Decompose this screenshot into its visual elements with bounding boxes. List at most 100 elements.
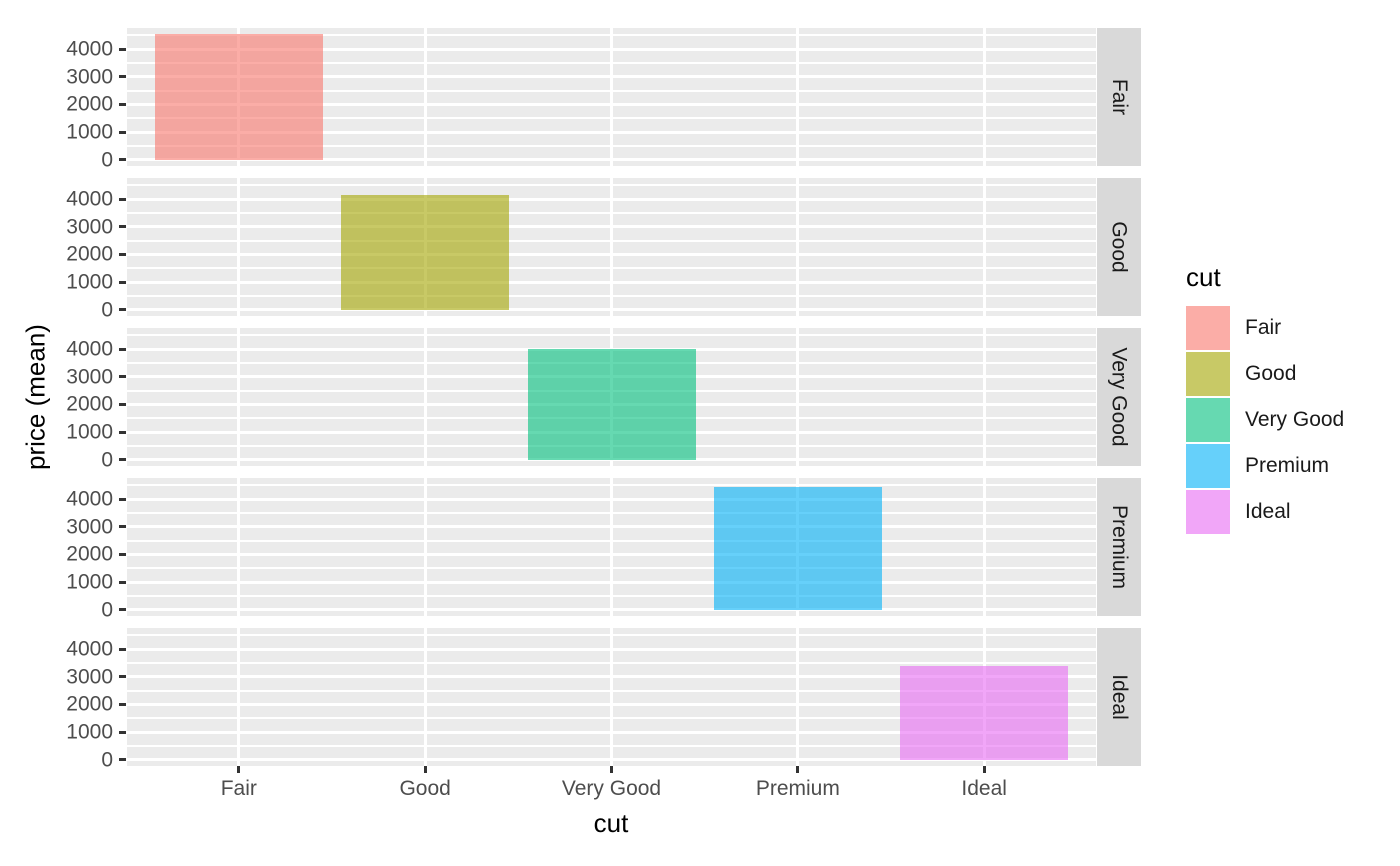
gridline-vertical bbox=[610, 28, 613, 166]
facet-strip-label: Ideal bbox=[1108, 674, 1132, 720]
gridline-vertical bbox=[237, 478, 241, 616]
gridline-vertical bbox=[237, 178, 241, 316]
y-tick-mark bbox=[119, 375, 126, 379]
y-tick-label: 0 bbox=[101, 598, 113, 622]
facet-strip-premium: Premium bbox=[1097, 478, 1141, 616]
legend-swatch-premium bbox=[1186, 444, 1230, 488]
y-tick-mark bbox=[119, 75, 126, 79]
y-tick-mark bbox=[119, 552, 126, 556]
y-tick-label: 2000 bbox=[66, 392, 113, 416]
y-tick-mark bbox=[119, 608, 126, 612]
y-tick-mark bbox=[119, 130, 126, 134]
facet-strip-label: Fair bbox=[1107, 78, 1131, 116]
facet-panel-good bbox=[127, 178, 1096, 316]
bar-fair bbox=[154, 34, 323, 160]
gridline-vertical bbox=[423, 478, 427, 616]
y-tick-mark bbox=[119, 225, 126, 229]
gridline-vertical bbox=[982, 328, 986, 466]
x-axis-title: cut bbox=[593, 808, 629, 838]
legend: cut Fair Good Very Good Premium Ideal bbox=[1186, 264, 1396, 536]
y-tick-mark bbox=[119, 347, 126, 351]
gridline-vertical bbox=[423, 328, 427, 466]
y-tick-label: 4000 bbox=[66, 187, 113, 211]
y-tick-label: 3000 bbox=[66, 515, 113, 539]
x-tick-label: Fair bbox=[220, 777, 257, 800]
y-tick-mark bbox=[119, 252, 126, 256]
legend-swatch-fair bbox=[1186, 306, 1230, 350]
bar-ideal bbox=[900, 665, 1069, 760]
legend-label: Very Good bbox=[1245, 408, 1345, 431]
y-tick-label: 0 bbox=[101, 748, 113, 772]
x-tick-mark bbox=[237, 766, 241, 773]
y-tick-mark bbox=[119, 702, 126, 706]
y-tick-mark bbox=[119, 308, 126, 312]
y-tick-mark bbox=[119, 497, 126, 501]
facet-panel-very-good bbox=[127, 328, 1096, 466]
y-tick-label: 1000 bbox=[66, 270, 113, 294]
y-tick-label: 2000 bbox=[66, 92, 113, 116]
facet-strip-label: Good bbox=[1108, 221, 1131, 273]
legend-entry-premium: Premium bbox=[1186, 444, 1396, 488]
bar-very-good bbox=[527, 349, 696, 460]
gridline-vertical bbox=[237, 628, 241, 766]
y-tick-mark bbox=[119, 675, 126, 679]
x-tick-label: Premium bbox=[755, 777, 840, 800]
legend-label: Good bbox=[1245, 362, 1297, 385]
legend-swatch-ideal bbox=[1186, 490, 1230, 534]
y-tick-mark bbox=[119, 402, 126, 406]
gridline-vertical bbox=[423, 28, 427, 166]
facet-strip-very-good: Very Good bbox=[1097, 328, 1141, 466]
y-tick-mark bbox=[119, 580, 126, 584]
y-tick-mark bbox=[119, 758, 126, 762]
y-tick-label: 4000 bbox=[66, 487, 113, 511]
facet-strip-good: Good bbox=[1097, 178, 1141, 316]
y-tick-label: 1000 bbox=[66, 120, 113, 144]
y-tick-label: 3000 bbox=[66, 365, 113, 389]
y-tick-mark bbox=[119, 280, 126, 284]
y-tick-mark bbox=[119, 525, 126, 529]
y-tick-label: 3000 bbox=[66, 665, 113, 689]
x-tick-label: Good bbox=[399, 777, 451, 800]
y-tick-mark bbox=[119, 647, 126, 651]
y-tick-label: 2000 bbox=[66, 542, 113, 566]
x-tick-label: Ideal bbox=[961, 777, 1007, 800]
gridline-vertical bbox=[982, 178, 986, 316]
y-tick-mark bbox=[119, 102, 126, 106]
x-tick-label: Very Good bbox=[561, 777, 662, 800]
facet-strip-ideal: Ideal bbox=[1097, 628, 1141, 766]
gridline-vertical bbox=[610, 628, 613, 766]
legend-entry-very-good: Very Good bbox=[1186, 398, 1396, 442]
gridline-vertical bbox=[796, 178, 800, 316]
y-tick-mark bbox=[119, 47, 126, 51]
y-tick-label: 2000 bbox=[66, 242, 113, 266]
y-tick-mark bbox=[119, 158, 126, 162]
y-tick-label: 0 bbox=[101, 448, 113, 472]
bar-good bbox=[341, 195, 510, 310]
gridline-vertical bbox=[796, 28, 800, 166]
x-tick-mark bbox=[610, 766, 613, 773]
gridline-vertical bbox=[796, 328, 800, 466]
x-tick-mark bbox=[423, 766, 427, 773]
y-tick-label: 3000 bbox=[66, 65, 113, 89]
x-tick-mark bbox=[982, 766, 986, 773]
legend-label: Premium bbox=[1245, 454, 1330, 477]
gridline-vertical bbox=[982, 28, 986, 166]
y-tick-mark bbox=[119, 197, 126, 201]
legend-entry-good: Good bbox=[1186, 352, 1396, 396]
y-tick-label: 4000 bbox=[66, 637, 113, 661]
facet-strip-label: Premium bbox=[1108, 504, 1132, 590]
y-tick-mark bbox=[119, 430, 126, 434]
y-tick-label: 0 bbox=[101, 298, 113, 322]
y-tick-label: 3000 bbox=[66, 215, 113, 239]
gridline-vertical bbox=[610, 178, 613, 316]
y-tick-label: 1000 bbox=[66, 720, 113, 744]
facet-panel-fair bbox=[127, 28, 1096, 166]
legend-label: Fair bbox=[1245, 316, 1282, 339]
legend-swatch-good bbox=[1186, 352, 1230, 396]
facet-panel-premium bbox=[127, 478, 1096, 616]
facet-strip-fair: Fair bbox=[1097, 28, 1141, 166]
legend-entry-ideal: Ideal bbox=[1186, 490, 1396, 534]
y-tick-label: 1000 bbox=[66, 420, 113, 444]
legend-title: cut bbox=[1186, 262, 1221, 292]
